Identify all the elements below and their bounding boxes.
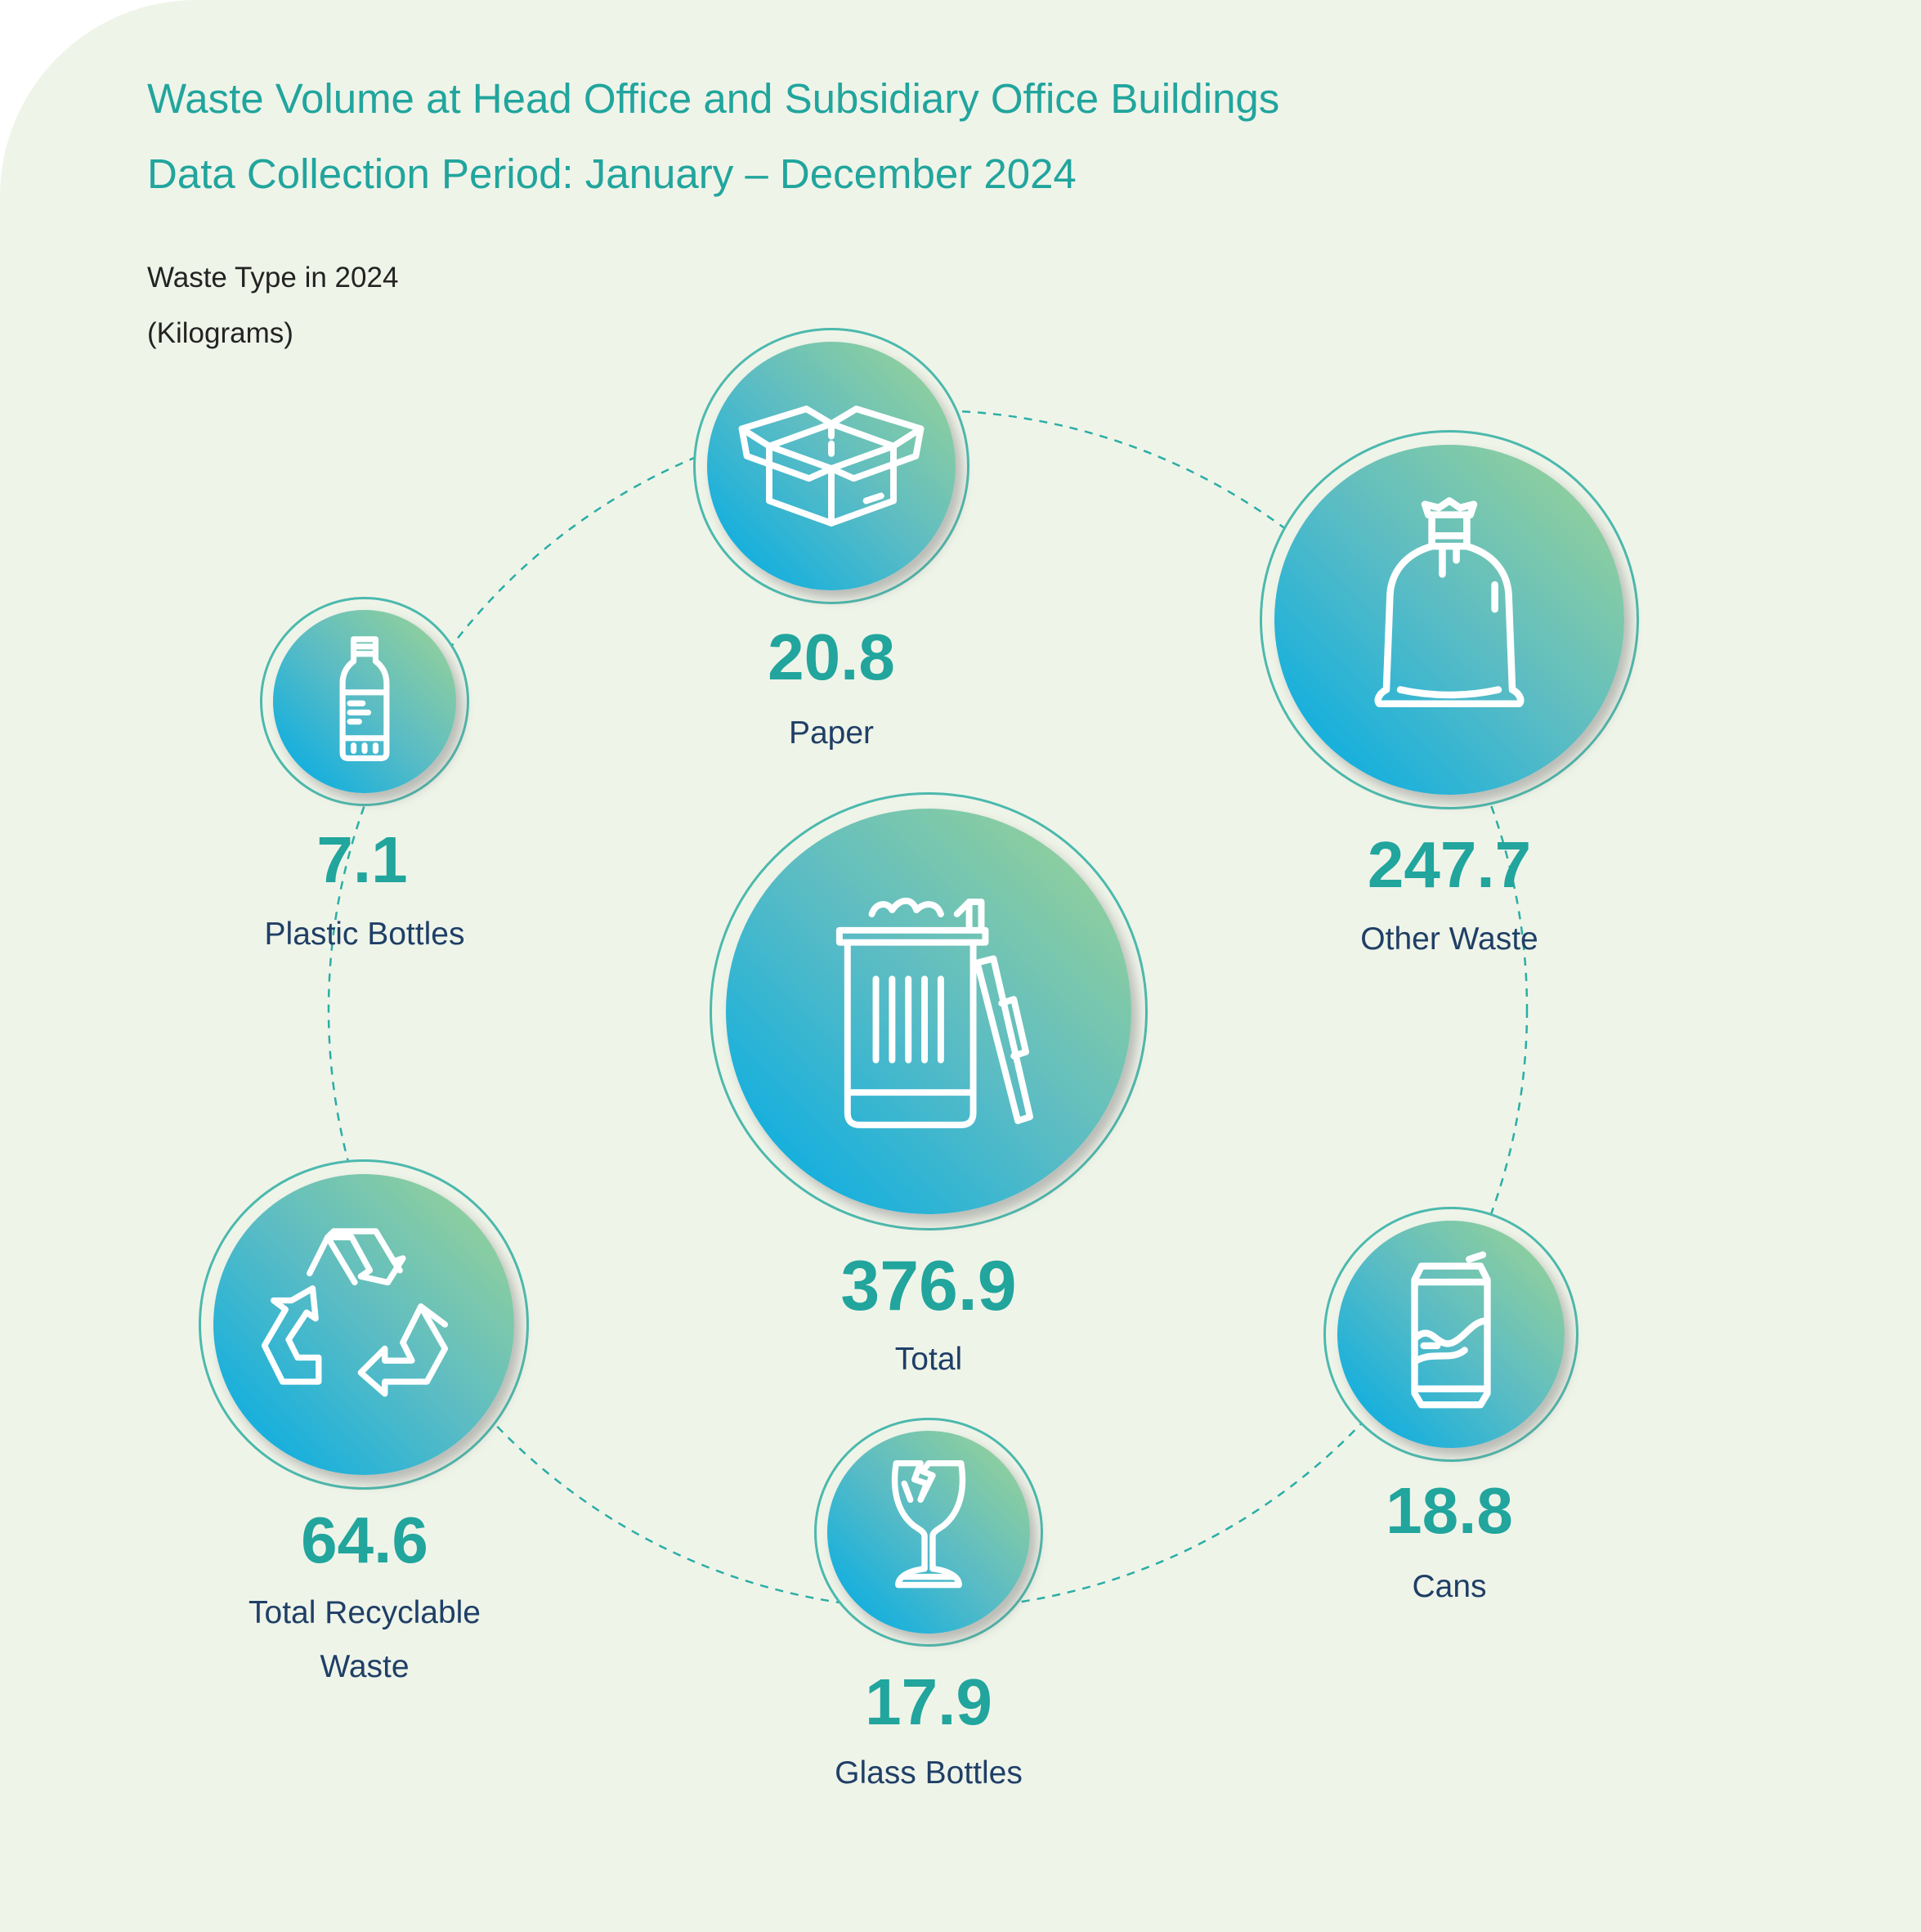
unit-caption: Waste Type in 2024 (Kilograms) — [147, 250, 398, 361]
other-waste-label: Other Waste — [1360, 921, 1538, 957]
page-title: Waste Volume at Head Office and Subsidia… — [147, 61, 1279, 212]
cans-node — [1323, 1207, 1578, 1462]
trash-bin-icon — [835, 897, 1033, 1128]
paper-label: Paper — [788, 715, 875, 751]
recyclable-label-line1: Total Recyclable — [249, 1595, 481, 1630]
box-icon — [738, 406, 925, 527]
glass-bottles-label: Glass Bottles — [835, 1755, 1023, 1791]
plastic-bottles-node — [260, 597, 469, 806]
garbage-bag-icon — [1374, 497, 1525, 707]
paper-node — [693, 328, 969, 604]
glass-bottles-node — [814, 1418, 1043, 1647]
broken-glass-icon — [891, 1459, 966, 1589]
glass-bottles-value: 17.9 — [865, 1665, 992, 1738]
total-value: 376.9 — [840, 1247, 1017, 1325]
cans-label: Cans — [1412, 1569, 1487, 1604]
recyclable-label-line2: Waste — [320, 1649, 410, 1684]
recyclable-value: 64.6 — [301, 1504, 428, 1576]
plastic-bottles-value: 7.1 — [316, 823, 408, 896]
total-label: Total — [894, 1342, 963, 1377]
title-line: Waste Volume at Head Office and Subsidia… — [147, 75, 1280, 122]
can-icon — [1411, 1251, 1491, 1409]
other-waste-node — [1260, 430, 1639, 809]
unit-caption-line1: Waste Type in 2024 — [147, 262, 399, 294]
other-waste-value: 247.7 — [1367, 828, 1532, 901]
plastic-bottle-icon — [339, 636, 390, 762]
period-line: Data Collection Period: January – Decemb… — [147, 150, 1077, 197]
plastic-bottles-label: Plastic Bottles — [264, 917, 465, 952]
unit-caption-line2: (Kilograms) — [147, 317, 293, 349]
cans-value: 18.8 — [1386, 1474, 1513, 1547]
recyclable-node — [199, 1159, 529, 1490]
paper-value: 20.8 — [768, 621, 895, 693]
total-node — [710, 792, 1148, 1230]
recyclable-label: Total Recyclable Waste — [249, 1586, 481, 1694]
recycle-icon — [261, 1228, 449, 1397]
